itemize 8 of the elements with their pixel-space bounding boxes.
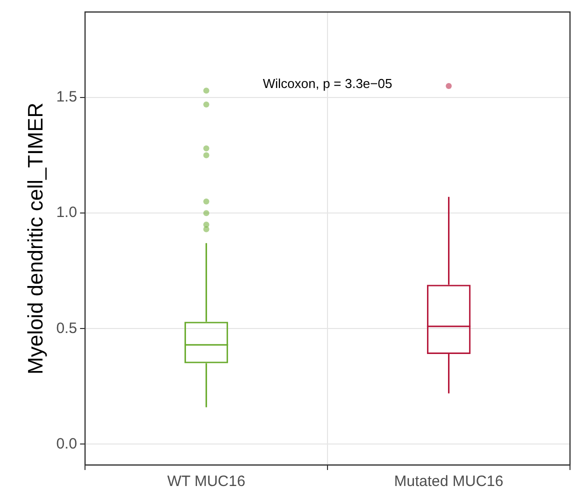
- x-tick-label: Mutated MUC16: [394, 473, 504, 490]
- x-tick-label: WT MUC16: [167, 473, 246, 490]
- y-tick-label: 1.5: [56, 88, 78, 106]
- y-axis-title: Myeloid dendritic cell_TIMER: [24, 102, 48, 374]
- y-tick-label: 0.0: [56, 435, 78, 452]
- y-tick-label: 1.0: [56, 204, 78, 222]
- y-tick-label: 0.5: [56, 320, 78, 337]
- annotation: Wilcoxon, p = 3.3e−05: [262, 76, 392, 91]
